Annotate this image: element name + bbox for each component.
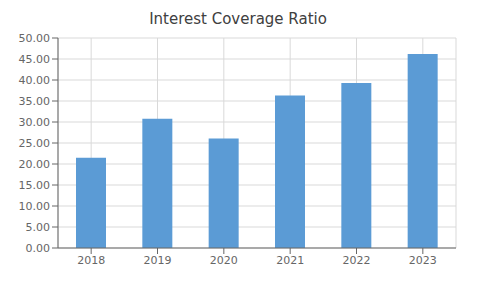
svg-text:45.00: 45.00 bbox=[19, 53, 51, 66]
svg-text:25.00: 25.00 bbox=[19, 137, 51, 150]
svg-text:0.00: 0.00 bbox=[26, 242, 51, 255]
svg-text:2022: 2022 bbox=[343, 254, 371, 267]
svg-text:50.00: 50.00 bbox=[19, 32, 51, 45]
svg-text:2023: 2023 bbox=[409, 254, 437, 267]
svg-text:15.00: 15.00 bbox=[19, 179, 51, 192]
svg-text:20.00: 20.00 bbox=[19, 158, 51, 171]
svg-text:2018: 2018 bbox=[77, 254, 105, 267]
svg-text:10.00: 10.00 bbox=[19, 200, 51, 213]
svg-text:5.00: 5.00 bbox=[26, 221, 51, 234]
svg-text:35.00: 35.00 bbox=[19, 95, 51, 108]
svg-text:30.00: 30.00 bbox=[19, 116, 51, 129]
svg-text:2019: 2019 bbox=[144, 254, 172, 267]
svg-text:40.00: 40.00 bbox=[19, 74, 51, 87]
svg-text:2021: 2021 bbox=[276, 254, 304, 267]
svg-text:2020: 2020 bbox=[210, 254, 238, 267]
html-text:Interest Coverage Ratio: Interest Coverage Ratio bbox=[149, 10, 327, 28]
